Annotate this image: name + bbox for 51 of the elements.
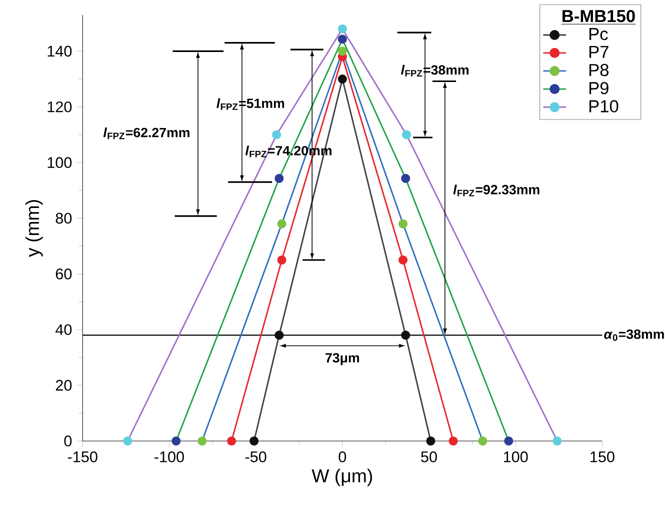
point: [338, 24, 347, 34]
x-tick-label: -50: [245, 451, 266, 462]
legend-title: B-MB150: [562, 10, 635, 22]
point: [448, 436, 458, 446]
point: [274, 174, 284, 183]
point: [338, 74, 347, 84]
annotation: l$_{FPZ}$=62.27mm: [103, 127, 190, 140]
y-tick-label: 40: [56, 324, 72, 336]
legend-label: P9: [589, 82, 608, 94]
point: [426, 436, 436, 446]
point: [401, 330, 410, 340]
point: [398, 255, 408, 265]
y-tick-label: 120: [48, 101, 72, 112]
ref-line-label: α$_{0}$=38mm: [604, 329, 664, 341]
y-tick-label: 60: [56, 268, 72, 280]
point: [338, 46, 347, 56]
y-tick-label: 0: [64, 436, 72, 446]
x-tick-label: -150: [68, 451, 98, 462]
y-tick-label: 100: [48, 157, 72, 168]
y-tick-label: 80: [56, 212, 72, 224]
point: [402, 130, 412, 140]
y-tick-label: 20: [56, 380, 72, 391]
point: [504, 436, 514, 446]
x-tick-label: -100: [154, 451, 184, 462]
point: [272, 130, 282, 140]
x-tick-label: 150: [590, 451, 614, 462]
point: [250, 436, 259, 446]
point: [227, 436, 236, 446]
point: [277, 219, 286, 228]
point: [198, 436, 207, 446]
y-axis-title: y (mm): [25, 200, 43, 257]
x-tick-label: 100: [504, 451, 528, 462]
legend-label: P8: [589, 64, 609, 76]
annotation: l$_{FPZ}$=92.33mm: [453, 184, 540, 196]
point: [274, 330, 284, 340]
point: [552, 436, 562, 446]
point: [172, 436, 181, 446]
point: [398, 219, 408, 228]
x-tick-label: 50: [421, 451, 437, 462]
x-tick-label: 0: [338, 451, 346, 462]
point: [338, 34, 347, 44]
point: [478, 436, 488, 446]
point: [401, 174, 410, 183]
annotation: 73μm: [326, 353, 360, 366]
legend-label: Pc: [589, 28, 608, 40]
y-tick-label: 140: [48, 46, 72, 57]
legend-label: P10: [589, 100, 618, 112]
point: [277, 255, 286, 265]
point: [123, 436, 132, 446]
x-axis-title: W (μm): [312, 468, 372, 486]
legend-label: P7: [589, 46, 608, 58]
